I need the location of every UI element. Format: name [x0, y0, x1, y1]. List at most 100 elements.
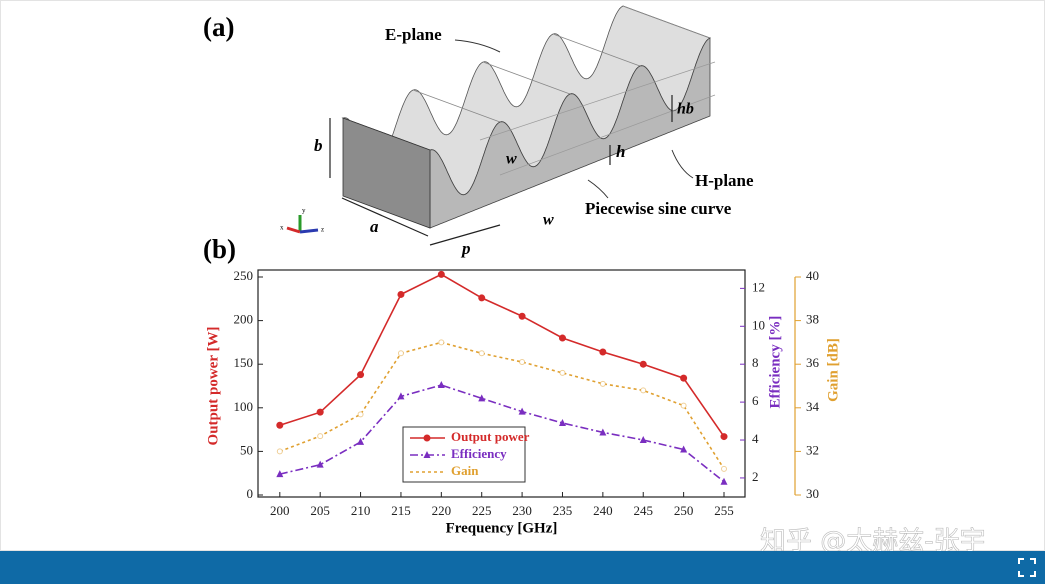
legend-label: Efficiency — [451, 446, 507, 461]
gizmo-label: x — [280, 224, 284, 232]
marker — [276, 470, 284, 478]
series-line — [279, 273, 725, 438]
marker — [518, 312, 526, 320]
y3-tick-label: 38 — [806, 312, 819, 327]
y2-tick-label: 10 — [752, 317, 765, 332]
y3-tick-label: 30 — [806, 486, 819, 501]
marker — [357, 411, 364, 418]
x-tick-label: 210 — [351, 503, 371, 518]
marker — [519, 359, 526, 366]
diagram-label: p — [460, 239, 471, 258]
diagram-label: H-plane — [695, 171, 754, 190]
panel-label: (b) — [203, 234, 236, 264]
x-tick-label: 235 — [553, 503, 573, 518]
x-tick-label: 205 — [310, 503, 330, 518]
diagram-label: w — [506, 151, 517, 168]
marker — [276, 421, 284, 429]
expand-icon[interactable] — [1018, 558, 1036, 577]
y-tick-label: 100 — [234, 399, 254, 414]
legend-marker — [423, 434, 431, 442]
plot-frame — [257, 269, 746, 498]
diagram-label: w — [543, 212, 554, 229]
marker — [721, 465, 728, 472]
leader — [671, 149, 694, 179]
marker — [478, 350, 485, 357]
y3-axis-title: Gain [dB] — [825, 338, 841, 402]
legend-marker — [423, 451, 431, 458]
marker — [397, 392, 405, 400]
y2-tick-label: 12 — [752, 279, 765, 294]
y3-tick-label: 36 — [806, 355, 820, 370]
ridge-line — [412, 89, 501, 123]
figure-a — [341, 5, 716, 229]
y-axis-title: Output power [W] — [205, 327, 221, 446]
series-line — [279, 341, 725, 470]
chart: 200 205 210 215 220 225 230 235 240 245 250 2550501… — [205, 268, 841, 536]
plane-line — [499, 94, 716, 176]
dimension-lines — [329, 95, 673, 246]
marker — [599, 348, 607, 356]
y-tick-label: 250 — [234, 268, 254, 283]
marker — [437, 270, 445, 278]
series-line — [279, 384, 725, 483]
marker — [276, 448, 283, 455]
y3-tick-label: 40 — [806, 268, 819, 283]
legend-label: Output power — [451, 429, 530, 444]
x-tick-label: 230 — [512, 503, 532, 518]
y3-tick-label: 34 — [806, 399, 820, 414]
marker — [558, 418, 566, 426]
x-axis-title: Frequency [GHz] — [446, 520, 558, 536]
y-tick-label: 0 — [247, 486, 254, 501]
y2-axis-title: Efficiency [%] — [767, 316, 783, 409]
marker — [478, 294, 486, 302]
diagram-label: a — [370, 217, 379, 236]
plane-line — [479, 61, 716, 141]
axis-gizmo: y x z — [280, 207, 324, 234]
leader — [454, 39, 501, 53]
leader — [587, 179, 609, 199]
legend-label: Gain — [451, 463, 479, 478]
y2-tick-label: 4 — [752, 431, 759, 446]
x-tick-label: 220 — [432, 503, 452, 518]
marker — [599, 428, 607, 436]
marker — [680, 445, 688, 453]
diagram-label: Piecewise sine curve — [585, 199, 732, 218]
marker — [640, 387, 647, 394]
x-tick-label: 215 — [391, 503, 411, 518]
marker — [357, 371, 365, 379]
marker — [559, 369, 566, 376]
marker — [397, 290, 405, 298]
marker — [639, 436, 647, 444]
x-tick-label: 255 — [714, 503, 734, 518]
gizmo-label: y — [302, 207, 306, 215]
ridge-line — [622, 5, 711, 39]
marker — [639, 360, 647, 368]
ridge-line — [552, 33, 641, 67]
y2-tick-label: 6 — [752, 393, 759, 408]
marker — [558, 334, 566, 342]
y-tick-label: 200 — [234, 312, 254, 327]
x-tick-label: 245 — [633, 503, 653, 518]
y2-tick-label: 2 — [752, 469, 759, 484]
marker — [357, 437, 365, 445]
marker — [317, 433, 324, 440]
y3-tick-label: 32 — [806, 442, 819, 457]
marker — [720, 477, 728, 485]
x-tick-label: 240 — [593, 503, 613, 518]
marker — [518, 407, 526, 415]
diagram-label: h — [616, 142, 625, 161]
ridge-line — [482, 61, 571, 95]
x-tick-label: 200 — [270, 503, 290, 518]
marker — [438, 339, 445, 346]
front-face — [342, 117, 431, 229]
marker — [599, 380, 606, 387]
y2-tick-label: 8 — [752, 355, 759, 370]
side-wall — [429, 37, 711, 229]
marker — [437, 381, 445, 389]
diagram-label: hb — [677, 101, 694, 118]
gizmo-label: z — [321, 226, 324, 234]
diagram-label: E-plane — [385, 25, 442, 44]
marker — [680, 402, 687, 409]
